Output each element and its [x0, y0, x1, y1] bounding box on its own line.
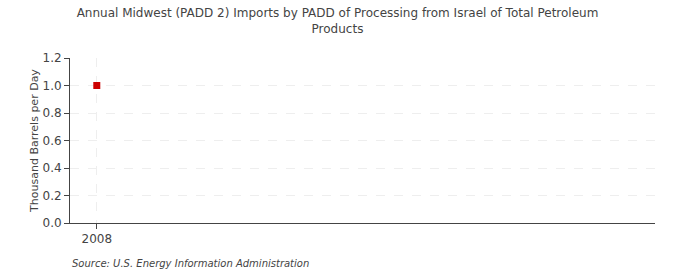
svg-text:0.0: 0.0 — [43, 216, 62, 230]
svg-text:0.8: 0.8 — [43, 106, 62, 120]
svg-text:0.6: 0.6 — [43, 134, 62, 148]
svg-text:0.2: 0.2 — [43, 189, 62, 203]
svg-text:0.4: 0.4 — [43, 161, 62, 175]
svg-text:Annual Midwest (PADD 2) Import: Annual Midwest (PADD 2) Imports by PADD … — [77, 6, 599, 36]
svg-text:2008: 2008 — [82, 232, 113, 246]
svg-text:Thousand Barrels per Day: Thousand Barrels per Day — [28, 69, 41, 213]
svg-text:1.2: 1.2 — [43, 51, 62, 65]
svg-text:Source: U.S. Energy Informatio: Source: U.S. Energy Information Administ… — [72, 258, 309, 269]
svg-text:1.0: 1.0 — [43, 79, 62, 93]
